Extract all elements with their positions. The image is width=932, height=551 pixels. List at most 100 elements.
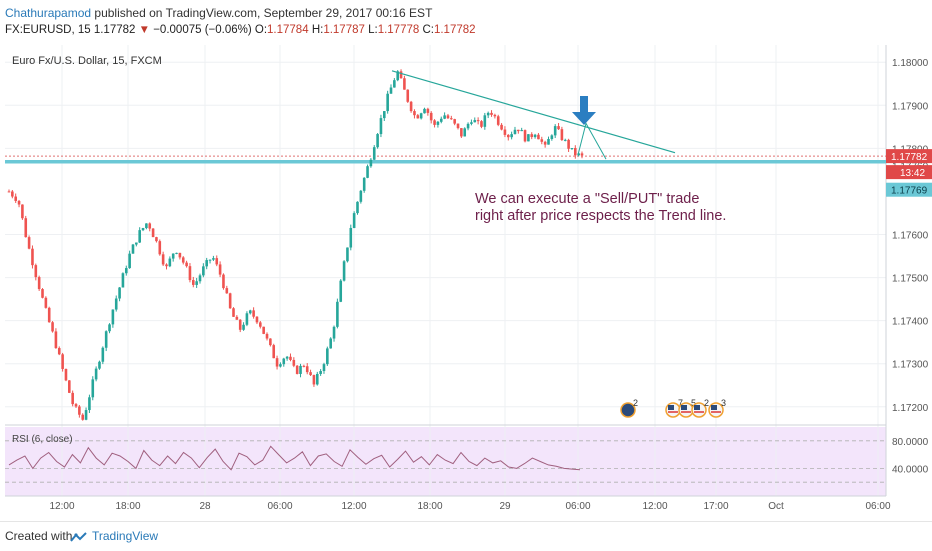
tradingview-brand-link[interactable]: TradingView — [92, 529, 159, 543]
y-tick-label: 1.17900 — [892, 101, 929, 112]
candle-body — [81, 414, 85, 420]
candle-body — [101, 347, 105, 362]
candle-body — [399, 71, 403, 79]
candle-body — [349, 227, 353, 248]
candle-body — [436, 121, 440, 125]
candle-body — [292, 359, 296, 366]
candle-body — [439, 118, 443, 122]
candle-body — [423, 108, 426, 114]
flag-canton — [711, 405, 717, 410]
candle-body — [245, 313, 249, 325]
candle-body — [185, 262, 188, 267]
x-tick-label: 06:00 — [865, 501, 890, 512]
candle-body — [453, 119, 456, 124]
candle-body — [319, 371, 322, 374]
candle-body — [416, 115, 420, 119]
y-tick-label: 1.17400 — [892, 317, 929, 328]
candle-body — [456, 123, 460, 129]
candle-body — [547, 139, 550, 145]
candle-body — [493, 114, 497, 117]
candle-body — [386, 93, 389, 112]
candle-body — [366, 166, 369, 178]
last-price-tag — [886, 149, 932, 164]
candle-body — [94, 368, 98, 380]
candle-body — [84, 410, 88, 420]
chart-header: Chathurapamod published on TradingView.c… — [0, 0, 932, 44]
candle-body — [369, 159, 373, 167]
low-value: 1.17778 — [377, 24, 420, 36]
flag-canton — [681, 405, 687, 410]
candle-body — [21, 204, 24, 219]
high-label: H: — [311, 24, 324, 36]
countdown-tag — [886, 165, 932, 180]
candle-body — [446, 115, 450, 119]
candle-body — [252, 310, 255, 317]
candle-body — [483, 115, 487, 127]
price-chart[interactable]: 12:00 18:00 28 06:00 12:00 18:00 29 06:00 12:00 1… — [0, 44, 932, 521]
candle-body — [37, 277, 41, 290]
candle-body — [403, 78, 406, 90]
candle-body — [315, 373, 319, 385]
candle-body — [352, 213, 356, 228]
candle-body — [379, 118, 383, 135]
candle-body — [510, 134, 513, 138]
candle-body — [530, 134, 534, 138]
moon-event-icon — [620, 402, 636, 418]
flag-canton — [694, 405, 700, 410]
candle-body — [506, 134, 510, 138]
candle-body — [47, 307, 51, 323]
down-arrow-icon — [572, 96, 596, 125]
author-link[interactable]: Chathurapamod — [5, 6, 92, 20]
candle-body — [476, 120, 480, 122]
candle-body — [289, 356, 292, 360]
candle-body — [34, 265, 38, 278]
rsi-line — [8, 445, 581, 471]
candle-body — [309, 372, 312, 376]
open-value: 1.17784 — [267, 24, 309, 36]
candle-body — [480, 121, 483, 127]
candle-body — [238, 319, 242, 330]
candle-body — [205, 260, 209, 267]
candle-body — [580, 153, 584, 156]
candle-body — [312, 375, 316, 385]
candle-body — [396, 71, 400, 81]
candle-body — [262, 326, 265, 334]
rsi-pane — [5, 427, 886, 496]
chart-title: Euro Fx/U.S. Dollar, 15, FXCM — [12, 55, 162, 67]
candle-body — [272, 345, 276, 359]
candle-body — [533, 134, 537, 138]
candle-body — [553, 126, 557, 136]
candle-body — [225, 288, 229, 294]
candle-body — [178, 252, 182, 258]
y-tick-label: 1.18000 — [892, 58, 929, 69]
candle-body — [490, 112, 493, 115]
candle-body — [393, 80, 396, 88]
candle-body — [527, 134, 530, 142]
candle-body — [61, 354, 64, 369]
candle-body — [27, 237, 31, 249]
x-tick-label: 06:00 — [565, 501, 590, 512]
candle-body — [14, 196, 18, 201]
candle-body — [463, 128, 467, 137]
candle-body — [540, 139, 544, 142]
ohlc-line: FX:EURUSD, 15 1.17782 ▼ −0.00075 (−0.06%… — [5, 24, 476, 36]
candle-body — [68, 380, 71, 393]
event-count: 2 — [633, 398, 638, 408]
candle-body — [54, 331, 58, 349]
candle-body — [31, 248, 34, 266]
candle-body — [326, 348, 329, 365]
candle-body — [346, 247, 349, 262]
candle-body — [148, 223, 152, 229]
price-change: −0.00075 (−0.06%) — [153, 24, 252, 36]
last-price-label: 1.17782 — [891, 152, 928, 163]
candle-body — [78, 406, 81, 415]
annotation-line-1: We can execute a "Sell/PUT" trade — [475, 191, 699, 207]
candle-body — [322, 364, 326, 372]
candle-body — [232, 308, 235, 317]
candle-body — [359, 190, 363, 202]
tradingview-logo-icon — [70, 532, 87, 542]
symbol-label[interactable]: FX:EURUSD, 15 — [5, 24, 91, 36]
publisher-line: Chathurapamod published on TradingView.c… — [5, 6, 432, 20]
support-price-tag — [886, 182, 932, 197]
candle-body — [188, 266, 192, 281]
